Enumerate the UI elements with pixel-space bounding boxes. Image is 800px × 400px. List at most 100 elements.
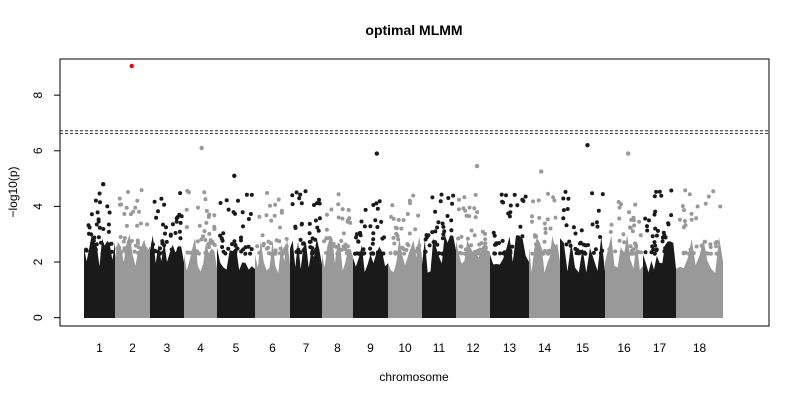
chr14-point-cloud — [529, 236, 560, 318]
snp-point — [310, 236, 315, 241]
snp-point — [533, 251, 538, 256]
snp-point — [135, 198, 140, 203]
snp-point — [184, 207, 189, 212]
snp-point — [126, 244, 130, 249]
snp-point — [199, 145, 204, 151]
snp-point — [164, 225, 168, 230]
snp-point — [551, 243, 556, 248]
snp-point — [430, 195, 435, 200]
snp-point — [163, 231, 167, 236]
x-tick-label-chr15: 15 — [576, 341, 590, 355]
snp-point — [379, 219, 384, 224]
snp-point — [329, 207, 334, 212]
snp-point — [151, 242, 155, 247]
snp-point — [294, 190, 299, 195]
snp-point — [224, 198, 229, 203]
snp-point — [631, 247, 636, 252]
snp-point — [315, 225, 320, 230]
snp-point — [564, 242, 569, 247]
snp-point — [439, 192, 444, 197]
snp-point — [530, 219, 534, 224]
snp-point — [336, 249, 341, 254]
snp-point — [579, 228, 584, 233]
snp-point — [266, 251, 271, 256]
snp-point — [444, 249, 449, 254]
x-tick-label-chr13: 13 — [503, 341, 517, 355]
snp-point — [303, 189, 308, 194]
snp-point — [109, 241, 114, 246]
chr7-point-cloud — [290, 238, 322, 318]
snp-point — [160, 239, 165, 244]
snp-point — [307, 239, 312, 244]
snp-point — [196, 205, 200, 210]
snp-point — [683, 223, 688, 228]
snp-point — [96, 235, 101, 240]
snp-point — [310, 249, 315, 254]
snp-point — [331, 242, 336, 246]
snp-point — [682, 208, 686, 213]
snp-point — [94, 222, 99, 227]
snp-point — [129, 239, 134, 243]
snp-point — [346, 251, 351, 256]
snp-point — [345, 219, 350, 224]
snp-point — [565, 207, 570, 211]
chart-title: optimal MLMM — [365, 22, 462, 38]
snp-point — [243, 251, 248, 256]
snp-point — [210, 241, 215, 246]
x-tick-label-chr2: 2 — [129, 341, 136, 355]
y-tick-label: 2 — [31, 258, 45, 265]
snp-point — [396, 237, 401, 242]
snp-point — [268, 203, 272, 208]
snp-point — [516, 251, 521, 255]
snp-point — [170, 222, 175, 227]
snp-point — [202, 229, 207, 234]
snp-point — [169, 247, 174, 252]
snp-point — [596, 208, 601, 213]
snp-point — [469, 243, 474, 248]
snp-point — [91, 238, 96, 243]
snp-point — [278, 251, 282, 256]
snp-point — [133, 205, 138, 210]
snp-point — [462, 251, 467, 256]
snp-point — [298, 192, 303, 197]
snp-point — [135, 223, 140, 228]
snp-point — [244, 192, 249, 197]
snp-point — [248, 212, 253, 216]
snp-point — [272, 251, 277, 256]
snp-point — [410, 247, 415, 252]
snp-point — [296, 247, 301, 252]
snp-point — [156, 209, 160, 214]
snp-point — [203, 238, 208, 242]
snp-point — [508, 210, 513, 215]
snp-point — [106, 251, 111, 256]
snp-point — [145, 222, 150, 227]
snp-point — [440, 221, 445, 226]
snp-point — [269, 218, 274, 223]
snp-point — [195, 249, 199, 254]
snp-point — [257, 214, 262, 219]
snp-point — [161, 222, 165, 227]
snp-point — [375, 250, 380, 255]
x-tick-label-chr12: 12 — [466, 341, 480, 355]
snp-point — [531, 199, 536, 204]
snp-point — [669, 188, 674, 193]
snp-point — [255, 244, 260, 249]
snp-point — [308, 245, 313, 250]
snp-point — [653, 243, 658, 248]
snp-point — [374, 201, 379, 206]
snp-point — [475, 210, 480, 215]
snp-point — [568, 243, 573, 248]
x-axis-label: chromosome — [379, 370, 449, 384]
chr10-point-cloud — [388, 236, 422, 318]
snp-point — [541, 251, 546, 256]
snp-point — [617, 238, 622, 243]
snp-point — [207, 245, 211, 250]
snp-point — [505, 250, 510, 255]
snp-point — [124, 223, 129, 228]
snp-point — [571, 225, 576, 230]
snp-point — [701, 251, 706, 256]
snp-point — [89, 212, 94, 217]
snp-point — [687, 192, 692, 197]
snp-point — [639, 250, 643, 255]
snp-point — [152, 199, 157, 204]
